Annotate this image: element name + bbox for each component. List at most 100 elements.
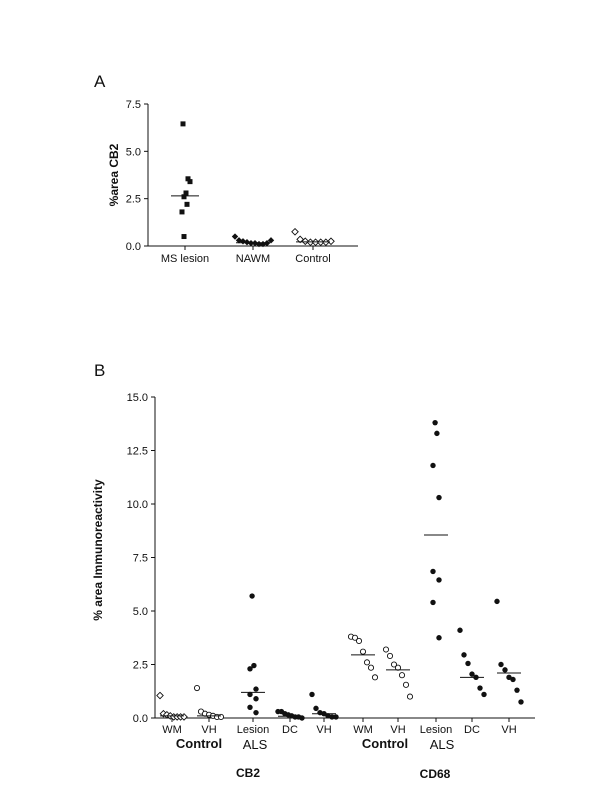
panel-b-point	[430, 462, 436, 469]
panel-b-point	[432, 419, 438, 426]
panel-b-point	[390, 661, 398, 668]
panel-a-x-tick-label: MS lesion	[161, 253, 209, 265]
panel-b-point	[436, 577, 442, 583]
panel-a-point	[267, 237, 275, 244]
panel-b-point	[506, 674, 512, 681]
panel-b-y-tick-label: 0.0	[133, 713, 148, 725]
panel-b-point	[351, 634, 359, 641]
panel-a-point	[231, 233, 239, 240]
panel-b-point	[253, 709, 259, 716]
subgroup-label-control-cb2: Control	[176, 736, 222, 751]
panel-b-y-tick-label: 10.0	[127, 499, 148, 511]
panel-b-y-tick-label: 12.5	[127, 446, 148, 458]
panel-b-point	[249, 593, 255, 599]
panel-b-point	[253, 696, 259, 702]
subgroup-label-control-cd68: Control	[362, 736, 408, 751]
panel-a-y-tick-label: 0.0	[126, 241, 141, 253]
panel-b-point	[510, 676, 516, 683]
panel-a-y-axis-label: %area CB2	[107, 143, 121, 206]
panel-b-label: B	[94, 361, 105, 380]
panel-b-point	[355, 637, 363, 645]
panel-a-y-tick-label: 7.5	[126, 99, 141, 111]
panel-b-point	[193, 684, 201, 692]
panel-b-point	[518, 699, 524, 705]
panel-b-point	[367, 664, 375, 671]
panel-b-point	[430, 599, 436, 606]
subgroup-label-als-cb2: ALS	[243, 737, 268, 752]
panel-b-point	[253, 686, 259, 692]
panel-b-point	[461, 652, 467, 658]
group-label-cd68: CD68	[420, 767, 451, 781]
panel-b-point	[371, 674, 379, 681]
panel-b-x-tick-label: VH	[501, 724, 516, 736]
panel-b-point	[469, 671, 475, 677]
panel-a-point	[184, 201, 190, 207]
panel-b-y-tick-label: 7.5	[133, 553, 148, 565]
panel-a-x-tick-label: NAWM	[236, 253, 270, 265]
panel-a-marks	[171, 121, 335, 248]
panel-b-point	[406, 693, 414, 700]
panel-b-x-tick-label: VH	[390, 724, 405, 736]
panel-a-y-tick-label: 5.0	[126, 146, 141, 158]
panel-b-point	[398, 672, 406, 679]
panel-b-point	[494, 598, 500, 605]
panel-b-point	[502, 667, 508, 673]
panel-b-point	[436, 635, 442, 641]
panel-b-point	[309, 691, 315, 698]
panel-b-x-tick-label: VH	[316, 724, 331, 736]
panel-a-point	[187, 179, 193, 185]
panel-b-y-axis-label: % area Immunoreactivity	[91, 479, 105, 621]
panel-b-point	[333, 714, 339, 720]
panel-b-point	[402, 681, 410, 688]
panel-b-point	[359, 648, 367, 655]
panel-a-point	[179, 209, 185, 215]
panel-a-x-tick-label: Control	[295, 253, 330, 265]
panel-a-point	[239, 238, 247, 245]
panel-a-axes: 0.0 2.5 5.0 7.5 MS lesion NAWM Control	[126, 99, 358, 265]
panel-a-point	[185, 176, 191, 182]
panel-b-x-tick-label: Lesion	[420, 724, 452, 736]
subgroup-label-als-cd68: ALS	[430, 737, 455, 752]
panel-a-y-tick-label: 2.5	[126, 194, 141, 206]
panel-b-point	[481, 691, 487, 698]
panel-b-point	[217, 713, 225, 720]
panel-b-point	[465, 660, 471, 667]
panel-b-point	[457, 627, 463, 633]
panel-b-y-tick-label: 2.5	[133, 660, 148, 672]
panel-b-point	[363, 659, 371, 666]
panel-b-point	[247, 666, 253, 672]
panel-b-x-tick-label: VH	[201, 724, 216, 736]
panel-b: B % area Immunoreactivity 0.0 2.5 5.0 7.5 10…	[91, 361, 535, 781]
panel-b-x-tick-label: Lesion	[237, 724, 269, 736]
panel-b-y-tick-label: 15.0	[127, 392, 148, 404]
panel-b-point	[382, 646, 390, 653]
panel-a: A %area CB2 0.0 2.5 5.0 7.5 MS lesion NAWM Con…	[94, 72, 358, 265]
panel-b-point	[436, 494, 442, 501]
panel-b-point	[386, 652, 394, 659]
panel-b-x-tick-label: WM	[162, 724, 182, 736]
panel-b-marks	[156, 419, 524, 721]
panel-b-point	[247, 691, 253, 698]
panel-a-label: A	[94, 72, 106, 91]
panel-a-point	[301, 237, 310, 246]
panel-a-point	[181, 234, 187, 240]
panel-a-point	[291, 227, 299, 236]
panel-b-axes: 0.0 2.5 5.0 7.5 10.0 12.5 15.0 WM VH Lesion DC VH WM…	[127, 392, 535, 736]
panel-b-point	[156, 691, 164, 700]
panel-a-point	[183, 190, 189, 196]
panel-b-point	[434, 430, 440, 437]
panel-b-x-tick-label: DC	[282, 724, 298, 736]
panel-b-point	[477, 685, 483, 691]
panel-b-point	[329, 714, 335, 720]
group-label-cb2: CB2	[236, 766, 260, 780]
panel-b-point	[430, 568, 436, 575]
panel-b-point	[313, 705, 319, 712]
panel-b-point	[247, 704, 253, 710]
panel-b-x-tick-label: WM	[353, 724, 373, 736]
panel-a-point	[327, 237, 335, 246]
panel-a-point	[181, 194, 187, 200]
panel-b-y-tick-label: 5.0	[133, 606, 148, 618]
panel-b-point	[514, 687, 520, 693]
panel-b-point	[498, 661, 504, 668]
